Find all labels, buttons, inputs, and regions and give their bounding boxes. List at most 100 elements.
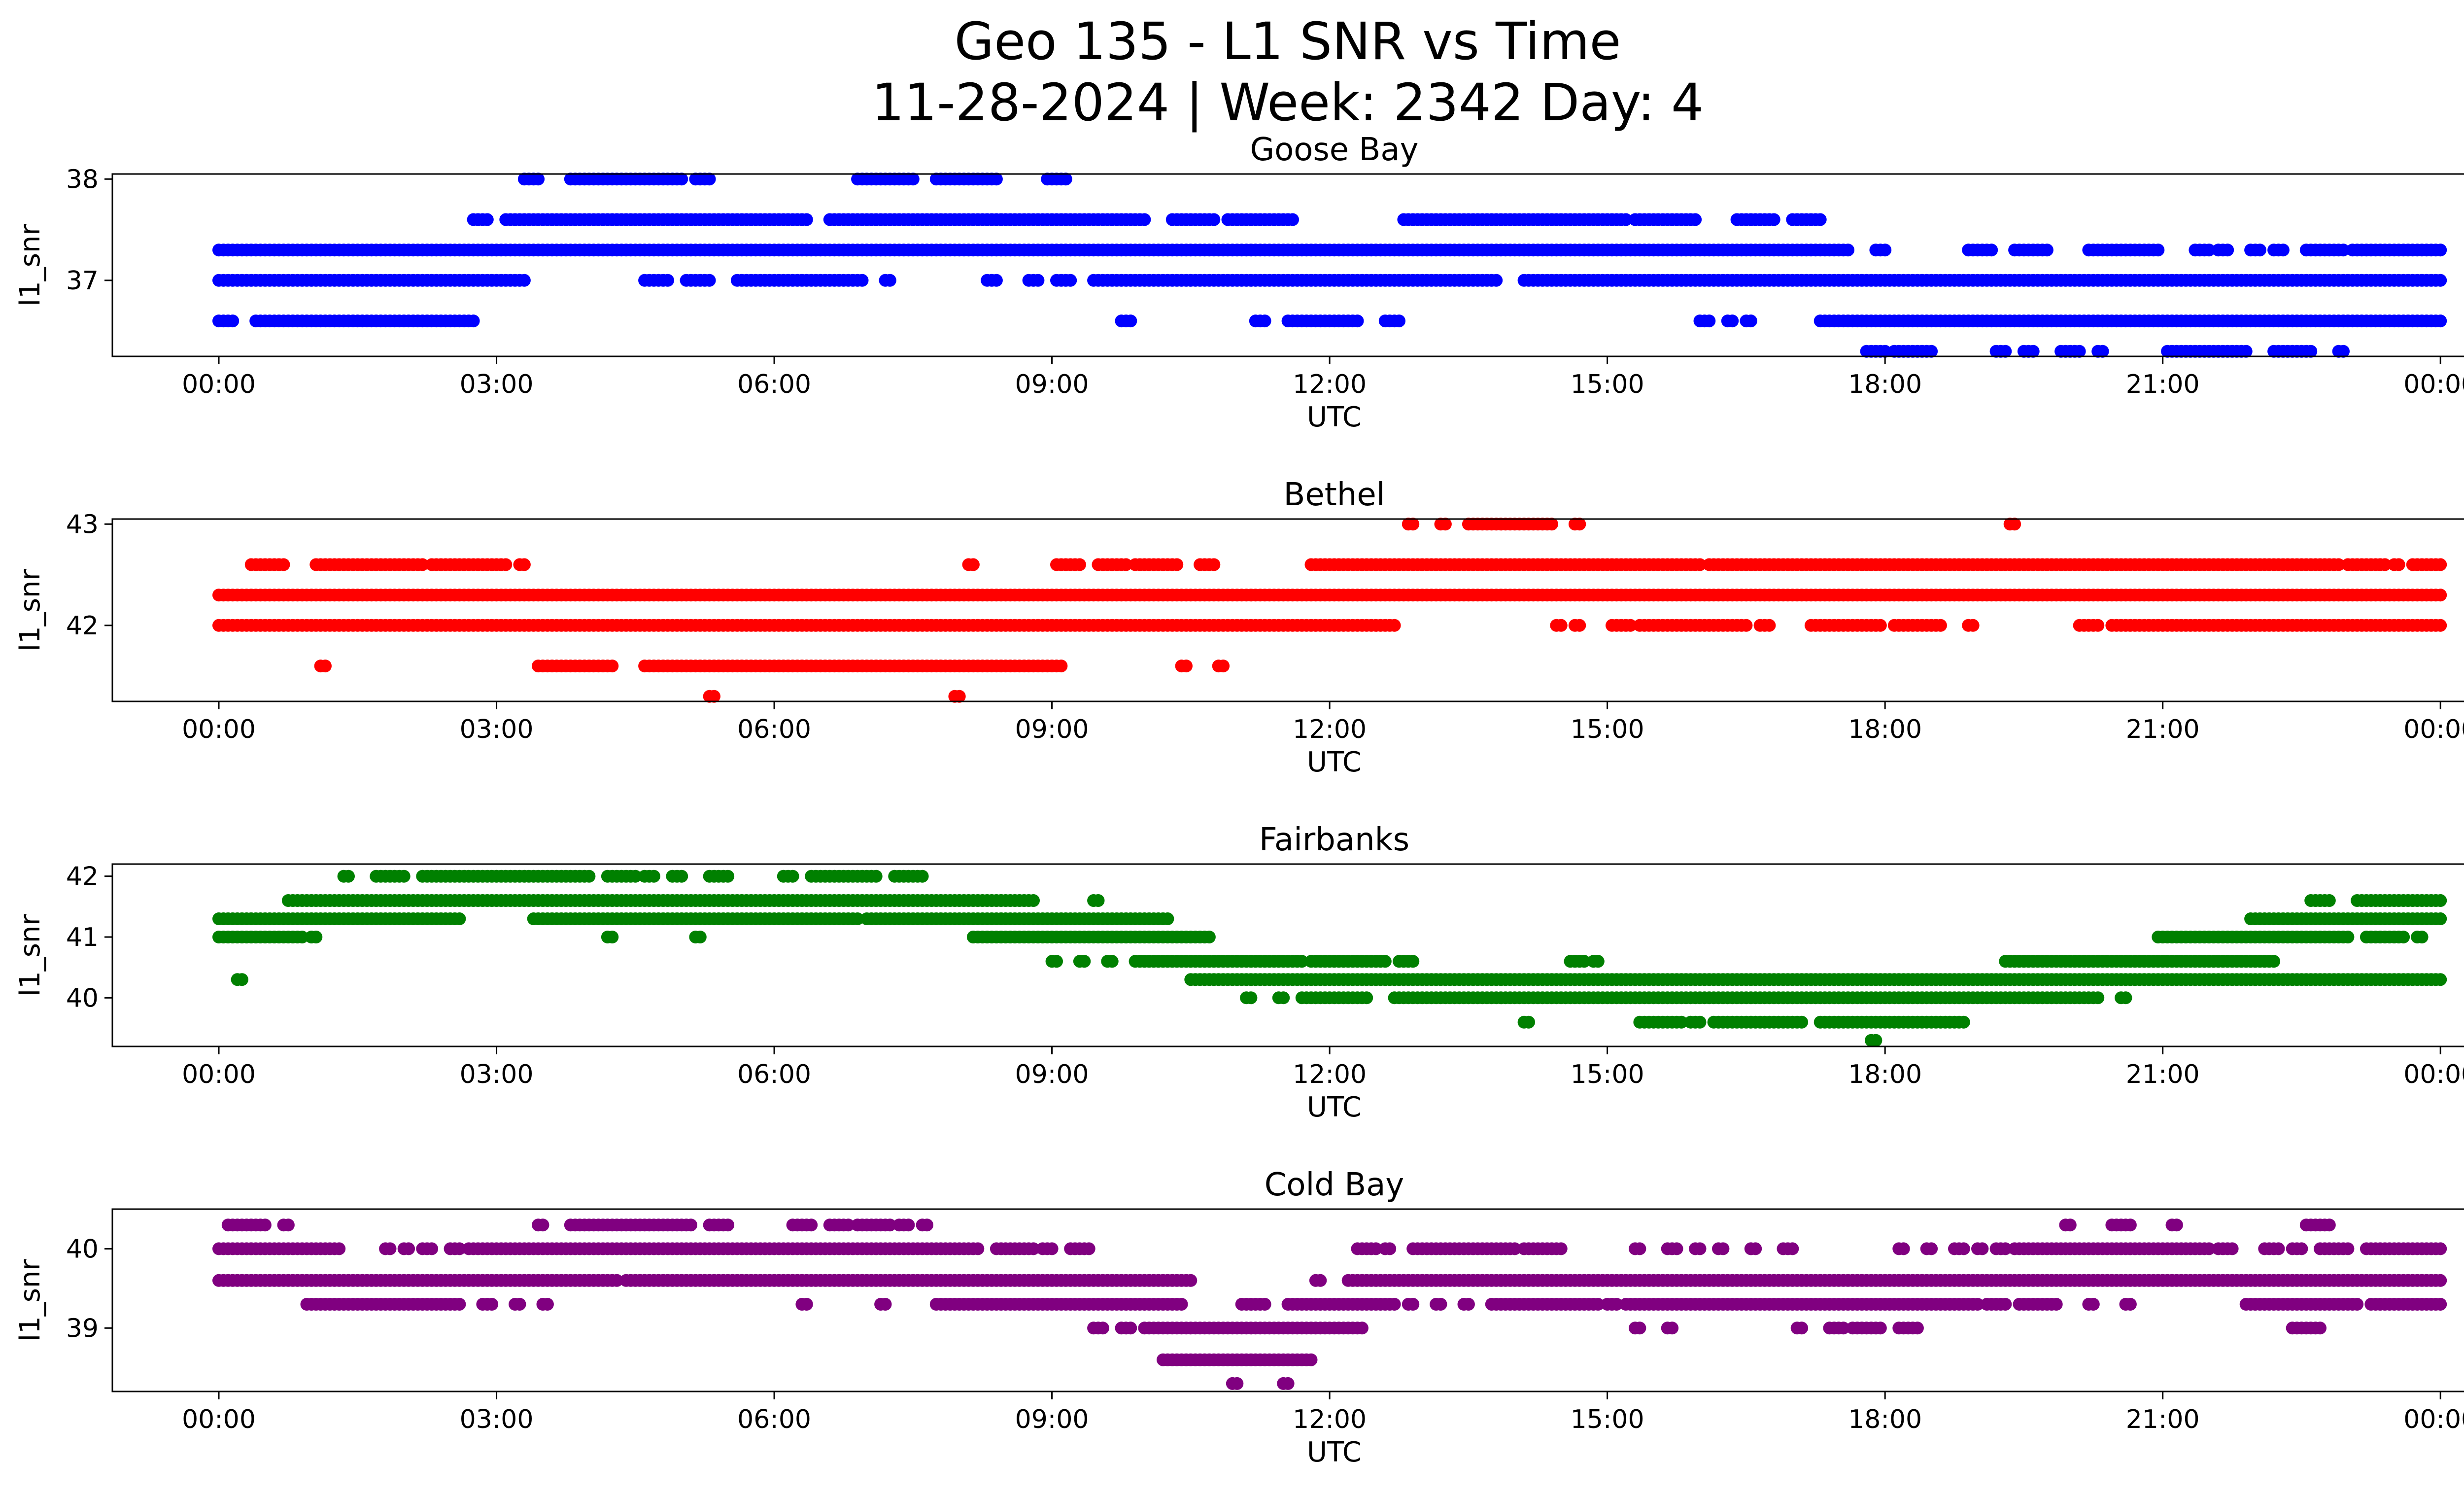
data-point <box>517 558 531 571</box>
data-point <box>1869 1034 1882 1047</box>
data-points-fairbanks <box>212 869 2447 1047</box>
data-point <box>1703 314 1716 328</box>
data-point <box>1277 991 1290 1005</box>
data-point <box>1925 1242 1938 1255</box>
data-point <box>2063 1218 2077 1232</box>
data-point <box>1554 1242 1568 1255</box>
x-tick-label: 00:00 <box>2403 1060 2464 1089</box>
x-tick-label: 18:00 <box>1848 1060 1922 1089</box>
data-point <box>805 1218 818 1232</box>
data-point <box>675 869 688 883</box>
data-point <box>1693 1015 1707 1029</box>
data-point <box>2434 973 2447 986</box>
x-tick-label: 00:00 <box>2403 370 2464 399</box>
data-point <box>1092 894 1105 907</box>
data-point <box>258 1218 272 1232</box>
x-tick-label: 00:00 <box>182 715 256 744</box>
y-axis-label-bethel: l1_snr <box>14 569 46 652</box>
data-point <box>703 173 716 186</box>
data-point <box>309 931 323 943</box>
data-points-bethel <box>212 518 2447 703</box>
x-axis-label-bethel: UTC <box>1307 746 1362 778</box>
data-point <box>1693 1242 1707 1255</box>
data-point <box>319 660 332 673</box>
data-point <box>582 869 596 883</box>
data-point <box>1055 660 1068 673</box>
panel-title-cold-bay: Cold Bay <box>1265 1167 1404 1203</box>
data-point <box>383 1242 397 1255</box>
y-tick-label: 42 <box>66 862 99 892</box>
data-point <box>2272 1242 2285 1255</box>
data-point <box>2434 558 2447 571</box>
data-point <box>1078 955 1091 968</box>
x-tick-label: 15:00 <box>1571 1060 1644 1089</box>
data-point <box>2040 243 2053 257</box>
data-point <box>2434 912 2447 925</box>
data-points-cold-bay <box>212 1218 2447 1390</box>
data-point <box>1795 1015 1809 1029</box>
data-point <box>1985 243 1998 257</box>
data-point <box>1161 912 1174 925</box>
data-point <box>1105 955 1119 968</box>
x-tick-label: 09:00 <box>1015 370 1089 399</box>
data-point <box>1874 619 1887 632</box>
data-point <box>1393 314 1405 328</box>
x-tick-label: 00:00 <box>182 1060 256 1089</box>
data-point <box>1976 1242 1989 1255</box>
data-point <box>1138 213 1151 226</box>
data-point <box>1786 1242 1799 1255</box>
x-tick-label: 12:00 <box>1293 370 1367 399</box>
data-point <box>2434 1242 2447 1255</box>
data-point <box>1573 619 1586 632</box>
data-point <box>1934 619 1947 632</box>
data-point <box>2341 931 2355 943</box>
data-point <box>1217 660 1230 673</box>
data-point <box>1744 314 1757 328</box>
data-point <box>2392 558 2405 571</box>
data-point <box>1716 1242 1730 1255</box>
data-point <box>2152 243 2165 257</box>
data-point <box>1050 955 1063 968</box>
x-tick-label: 06:00 <box>737 1060 811 1089</box>
data-point <box>2434 894 2447 907</box>
y-tick-label: 38 <box>66 165 99 194</box>
data-point <box>2170 1218 2183 1232</box>
data-point <box>906 173 920 186</box>
figure-title-line-1: Geo 135 - L1 SNR vs Time <box>954 11 1621 71</box>
data-point <box>1351 314 1364 328</box>
data-point <box>277 558 290 571</box>
data-point <box>333 1242 346 1255</box>
data-point <box>1740 619 1753 632</box>
data-point <box>342 869 355 883</box>
data-point <box>1842 243 1854 257</box>
data-point <box>2434 589 2447 602</box>
data-point <box>1082 1242 1095 1255</box>
data-point <box>1767 213 1780 226</box>
x-tick-label: 09:00 <box>1015 1060 1089 1089</box>
plot-frame-bethel <box>111 518 2464 702</box>
x-tick-label: 12:00 <box>1293 1060 1367 1089</box>
data-point <box>2253 243 2266 257</box>
data-point <box>921 1218 933 1232</box>
data-point <box>971 1242 985 1255</box>
x-tick-label: 00:00 <box>182 370 256 399</box>
x-tick-label: 06:00 <box>737 715 811 744</box>
figure-title-line-2: 11-28-2024 | Week: 2342 Day: 4 <box>871 72 1704 133</box>
y-tick-label: 43 <box>66 510 99 539</box>
data-point <box>1202 931 1216 943</box>
y-axis-label-fairbanks: l1_snr <box>14 914 46 997</box>
data-point <box>2434 619 2447 632</box>
data-point <box>966 558 980 571</box>
y-tick-label: 40 <box>66 983 99 1013</box>
y-tick-label: 41 <box>66 923 99 952</box>
data-point <box>2434 243 2447 257</box>
data-point <box>2295 1242 2308 1255</box>
data-point <box>1124 314 1137 328</box>
data-point <box>684 1218 697 1232</box>
data-point <box>453 912 466 925</box>
data-point <box>1258 314 1271 328</box>
x-tick-label: 21:00 <box>2126 370 2200 399</box>
plot-frame-goose-bay <box>111 173 2464 357</box>
